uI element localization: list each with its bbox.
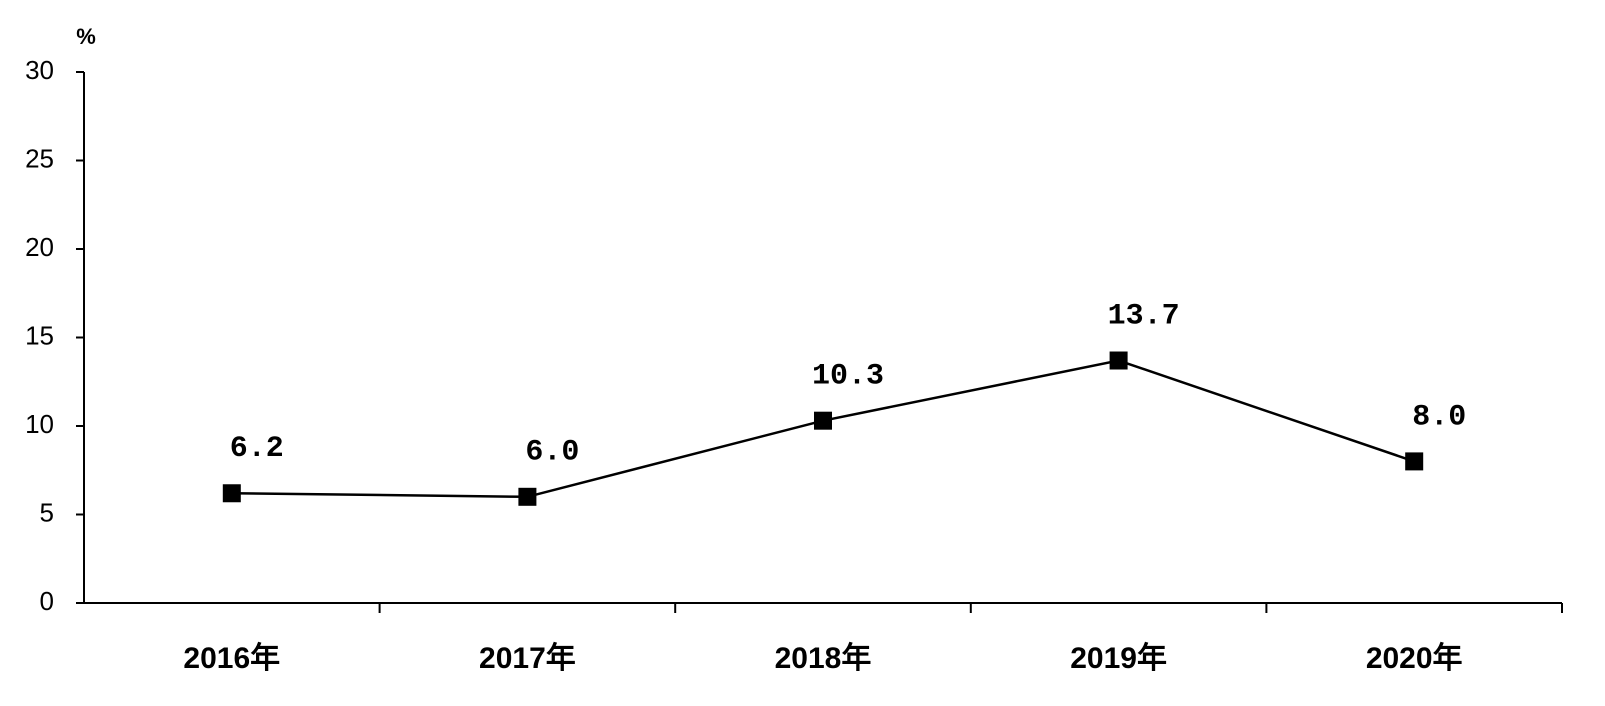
y-axis-unit: % [76, 24, 96, 49]
x-tick-label: 2019年 [1070, 642, 1167, 675]
value-label: 8.0 [1412, 400, 1466, 434]
value-label: 10.3 [812, 360, 884, 394]
x-tick-label: 2020年 [1366, 642, 1463, 675]
x-tick-label: 2016年 [183, 642, 280, 675]
y-tick-label: 20 [25, 232, 54, 262]
value-label: 13.7 [1108, 299, 1180, 333]
marker [1109, 351, 1128, 370]
value-label: 6.0 [525, 436, 579, 470]
marker [1405, 452, 1424, 471]
value-label: 6.2 [230, 432, 284, 466]
y-tick-label: 10 [25, 409, 54, 439]
y-tick-label: 30 [25, 55, 54, 85]
y-tick-label: 0 [40, 586, 54, 616]
y-tick-label: 5 [40, 497, 54, 527]
y-tick-label: 25 [25, 143, 54, 173]
marker [518, 487, 537, 506]
marker [814, 411, 832, 430]
x-tick-label: 2018年 [775, 642, 872, 675]
marker [222, 484, 241, 503]
x-tick-label: 2017年 [479, 642, 576, 675]
y-tick-label: 15 [25, 320, 54, 350]
